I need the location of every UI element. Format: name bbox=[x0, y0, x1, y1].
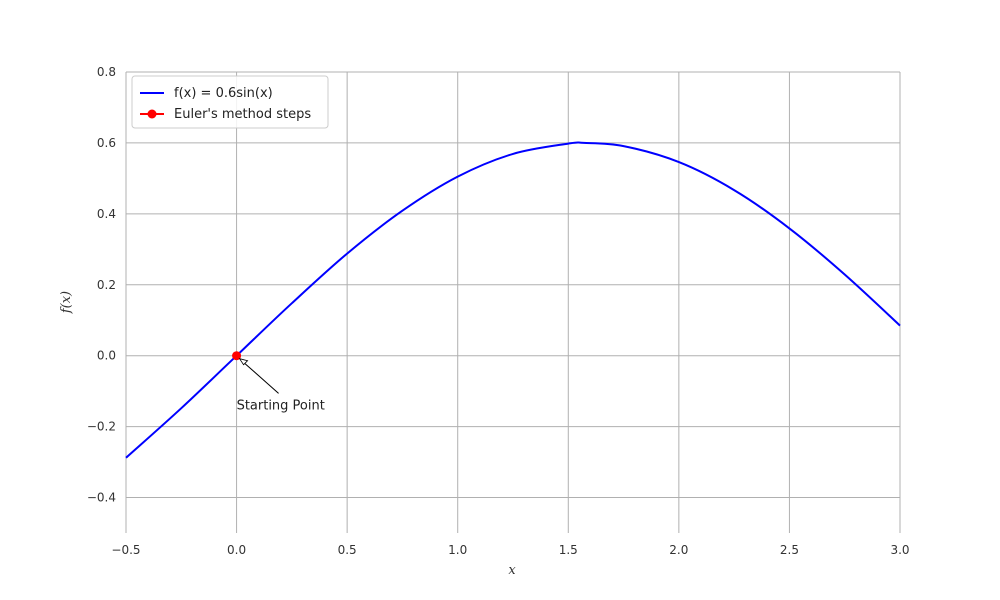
x-tick-label: 0.0 bbox=[227, 543, 246, 557]
y-tick-label: 0.6 bbox=[97, 136, 116, 150]
x-tick-label: −0.5 bbox=[111, 543, 140, 557]
x-tick-label: 0.5 bbox=[338, 543, 357, 557]
y-tick-label: −0.2 bbox=[87, 420, 116, 434]
legend-label-function: f(x) = 0.6sin(x) bbox=[174, 86, 273, 101]
tick-labels: −0.5 0.0 0.5 1.0 1.5 2.0 2.5 3.0 −0.4 −0.2 0.0 0.2 0… bbox=[87, 65, 910, 557]
series-layer bbox=[125, 141, 901, 459]
x-tick-label: 2.5 bbox=[780, 543, 799, 557]
legend: f(x) = 0.6sin(x) Euler's method steps bbox=[131, 75, 329, 129]
y-tick-label: 0.0 bbox=[97, 349, 116, 363]
y-axis-label: f(x) bbox=[59, 291, 74, 314]
euler-step-point bbox=[232, 351, 242, 361]
y-tick-label: 0.8 bbox=[97, 65, 116, 79]
x-tick-label: 2.0 bbox=[669, 543, 688, 557]
function-curve bbox=[125, 141, 901, 459]
x-tick-label: 1.0 bbox=[448, 543, 467, 557]
y-tick-label: −0.4 bbox=[87, 491, 116, 505]
legend-marker-swatch-dot bbox=[147, 109, 157, 119]
x-axis-label: x bbox=[508, 563, 516, 578]
y-tick-label: 0.4 bbox=[97, 207, 116, 221]
legend-box bbox=[131, 75, 329, 129]
annotation-arrow bbox=[240, 359, 279, 394]
legend-label-euler: Euler's method steps bbox=[174, 107, 311, 122]
x-tick-label: 3.0 bbox=[890, 543, 909, 557]
y-tick-label: 0.2 bbox=[97, 278, 116, 292]
grid-lines bbox=[125, 71, 901, 533]
annotation-text: Starting Point bbox=[237, 398, 325, 413]
annotation-arrow-head bbox=[238, 358, 249, 366]
x-tick-label: 1.5 bbox=[559, 543, 578, 557]
annotation-layer: Starting Point bbox=[237, 358, 325, 413]
